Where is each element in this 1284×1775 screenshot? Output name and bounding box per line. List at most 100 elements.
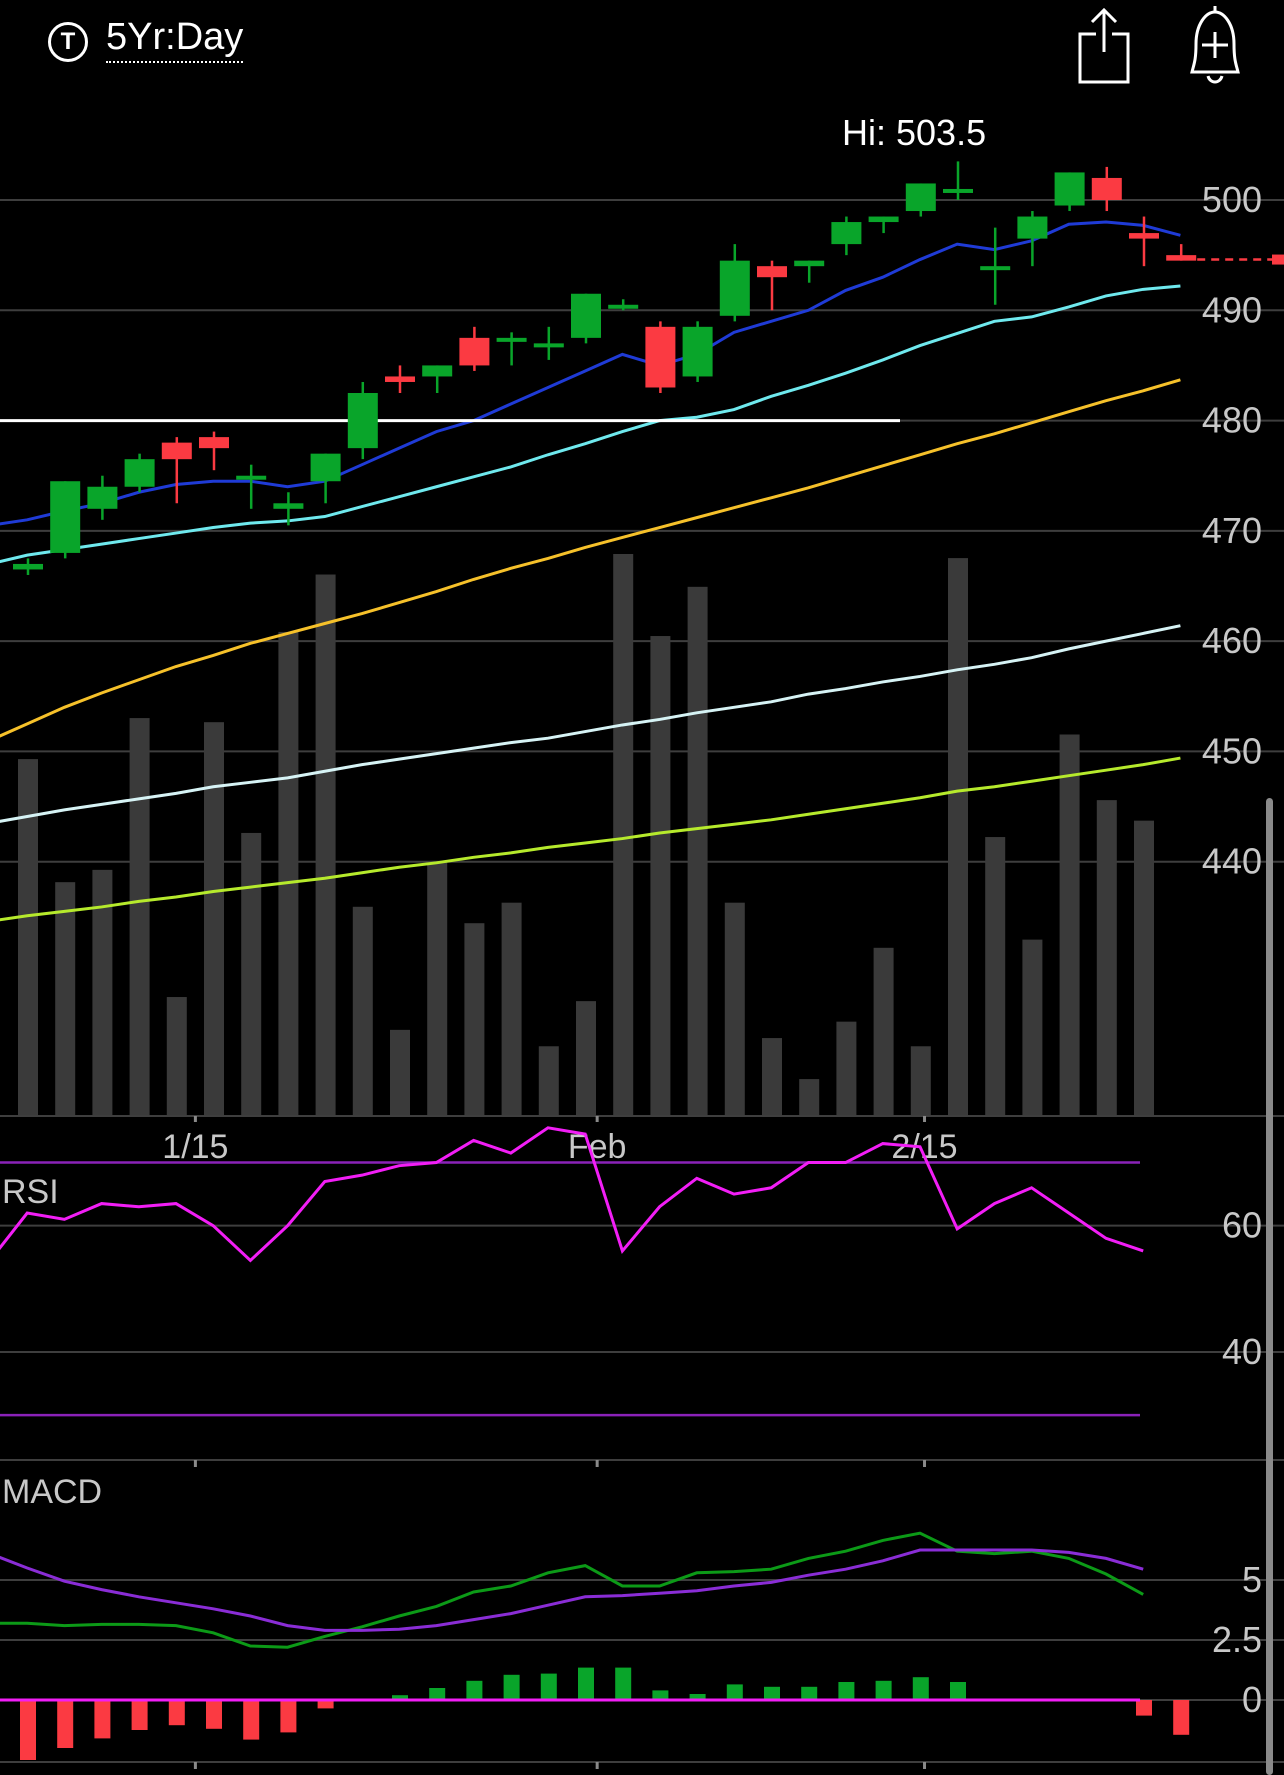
candle [868, 216, 899, 234]
macd-histogram-bar [20, 1700, 36, 1760]
candle [1091, 166, 1122, 212]
macd-histogram-bar [429, 1688, 446, 1700]
volume-bar [873, 947, 894, 1116]
moving-average-line [0, 220, 1181, 526]
candle-body [273, 503, 304, 509]
volume-bar [315, 574, 336, 1116]
vertical-scrollbar[interactable] [1266, 798, 1273, 1775]
candle-body [87, 486, 118, 509]
candle [13, 558, 43, 575]
candle [422, 365, 453, 393]
candle-body [13, 563, 43, 570]
candle [124, 453, 155, 493]
macd-panel: MACD 5 2.5 0 [0, 1473, 1284, 1769]
price-tick-label: 450 [1202, 730, 1262, 771]
volume-bar [1096, 800, 1117, 1116]
candle-body [1166, 255, 1197, 261]
price-tick-label: 500 [1202, 179, 1262, 220]
price-tick-label: 460 [1202, 620, 1262, 661]
rsi-panel-label: RSI [2, 1173, 59, 1211]
candle [682, 321, 713, 382]
macd-histogram-bar [206, 1700, 222, 1729]
macd-histogram-bar [652, 1690, 669, 1700]
candle [496, 332, 527, 366]
last-price-marker [1272, 254, 1284, 265]
add-alert-bell-icon[interactable] [1180, 2, 1250, 86]
candle-body [236, 475, 267, 480]
candle [50, 481, 81, 559]
candle-body [719, 260, 750, 316]
timeframe-icon[interactable]: T [48, 22, 88, 62]
price-tick-label: 440 [1202, 841, 1262, 882]
candle [310, 453, 341, 504]
top-bar: T 5Yr:Day [0, 0, 1284, 90]
volume-bar [501, 902, 522, 1116]
volume-bar [1022, 939, 1043, 1116]
volume-bar [427, 861, 448, 1116]
moving-average-line [0, 624, 1181, 823]
volume-bar [1059, 734, 1080, 1116]
candlesticks [13, 161, 1197, 575]
macd-panel-label: MACD [2, 1473, 102, 1511]
candle-body [1017, 216, 1048, 239]
volume-bar [55, 882, 76, 1116]
candle-body [571, 293, 601, 338]
macd-histogram-bar [801, 1686, 818, 1700]
macd-histogram-bar [838, 1682, 855, 1700]
volume-bar [836, 1021, 857, 1116]
share-icon[interactable] [1074, 4, 1134, 84]
last-price-line [1197, 254, 1284, 265]
candle-body [943, 188, 973, 193]
candle-body [496, 337, 527, 342]
volume-bar [762, 1038, 782, 1116]
volume-bar [204, 722, 224, 1116]
volume-bar [576, 1001, 596, 1116]
volume-bar [390, 1029, 410, 1116]
candle-body [533, 343, 564, 348]
moving-average-line [0, 756, 1181, 922]
macd-tick-label: 2.5 [1212, 1619, 1262, 1660]
macd-histogram-bar [540, 1673, 557, 1700]
price-tick-label: 490 [1202, 289, 1262, 330]
candle-body [124, 459, 155, 487]
macd-series-line [0, 1548, 1144, 1632]
candle-body [161, 442, 192, 460]
date-axis: 1/15 Feb 2/15 [162, 1116, 958, 1166]
macd-histogram-bar [57, 1700, 74, 1748]
volume-bar [538, 1046, 559, 1116]
candle-body [831, 222, 862, 245]
macd-tick-label: 5 [1242, 1559, 1262, 1600]
rsi-line [0, 1126, 1144, 1263]
candle-body [868, 216, 899, 223]
volume-bar [352, 906, 373, 1116]
macd-histogram-bar [615, 1667, 632, 1700]
volume-bar [129, 718, 150, 1116]
macd-histogram-bar [912, 1677, 929, 1700]
candle [533, 326, 564, 360]
macd-histogram-bar [317, 1700, 334, 1709]
candle-body [50, 481, 81, 553]
macd-histogram-bar [950, 1682, 966, 1700]
macd-histogram-bar [503, 1674, 520, 1700]
candle-body [645, 326, 676, 388]
macd-tick-label: 0 [1242, 1679, 1262, 1720]
candle [719, 244, 750, 322]
macd-histogram-bar [466, 1680, 483, 1700]
volume-bar [948, 558, 968, 1116]
macd-histogram-bar [94, 1700, 111, 1739]
moving-average-lines [0, 220, 1181, 922]
volume-bar [92, 869, 113, 1116]
candle-body [1091, 177, 1122, 200]
candle-body [905, 183, 936, 212]
macd-histogram-bar [875, 1680, 892, 1700]
candle [385, 365, 415, 393]
price-tick-label: 480 [1202, 400, 1262, 441]
candle-body [1129, 233, 1159, 239]
macd-histogram-bar [764, 1686, 780, 1700]
volume-bar [687, 586, 708, 1116]
volume-bar [799, 1079, 820, 1116]
timeframe-selector[interactable]: 5Yr:Day [106, 16, 244, 63]
candle-body [980, 266, 1011, 271]
volume-bar [241, 832, 262, 1116]
